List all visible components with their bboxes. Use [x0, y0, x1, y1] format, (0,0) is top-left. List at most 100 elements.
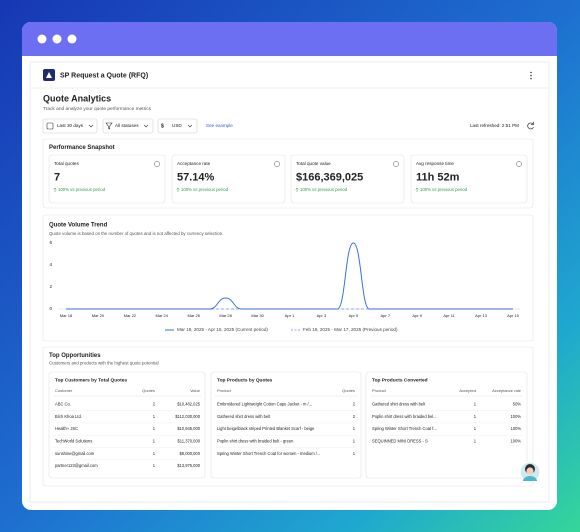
table-title: Top Products by Quotes: [217, 377, 273, 383]
metric-change: 100% vs previous period: [181, 187, 229, 192]
metric-value: 7: [54, 171, 60, 183]
legend-label: Feb 16, 2025 - Mar 17, 2025 (Previous pe…: [303, 327, 398, 332]
table-cell: Poplin shirt dress with braided bel...: [372, 414, 437, 419]
metric-value: 57.14%: [177, 171, 215, 183]
up-arrow: [176, 187, 180, 192]
filter-label: Last 30 days: [57, 123, 84, 128]
currency-filter[interactable]: $ USD: [157, 118, 198, 134]
table-cell: $13,975,000: [177, 463, 200, 468]
table-cell: $11,370,000: [178, 438, 201, 443]
y-tick-label: 6: [49, 240, 52, 245]
table-title: Top Customers by Total Quotes: [55, 377, 127, 383]
column-header: Product: [372, 388, 387, 393]
up-arrow: [415, 187, 419, 192]
chart: 0 2 4 6 Mar 18 Mar 20 Mar 22 Mar 24 Mar 26 Mar 28…: [49, 240, 520, 332]
x-tick-label: Apr 13: [475, 313, 488, 318]
info-icon: [516, 161, 522, 167]
table-cell: 100%: [511, 426, 522, 431]
refresh-button[interactable]: [527, 121, 534, 130]
metric-card: [290, 154, 405, 204]
table-cell: partner123@gmail.com: [55, 463, 98, 468]
x-tick-label: Mar 26: [187, 313, 200, 318]
table-title: Top Products Converted: [372, 377, 428, 383]
column-header: Product: [217, 388, 232, 393]
x-tick-label: Mar 30: [251, 313, 264, 318]
page-subtitle: Track and analyze your quote performance…: [43, 106, 152, 112]
table-cell: Gathered shirt dress with belt: [372, 402, 426, 407]
x-tick-label: Apr 15: [507, 313, 520, 318]
table-card: [48, 371, 206, 479]
metric-card: [48, 154, 166, 204]
snapshot-card: [42, 138, 534, 209]
y-tick-label: 4: [49, 262, 52, 267]
x-tick-label: Apr 3: [317, 313, 327, 318]
table-cell: Spring Winter Short Trench Coat f...: [372, 426, 437, 431]
table-cell: $112,030,000: [175, 414, 200, 419]
table-cell: sunshine@gmail.com: [55, 451, 95, 456]
table-cell: Spring Winter Short Trench Coat for wome…: [217, 451, 320, 456]
metric-value: 11h 52m: [416, 171, 460, 183]
menu-button[interactable]: [530, 71, 532, 80]
table-cell: TechWorld Solutions: [55, 438, 92, 443]
legend-label: Mar 18, 2025 - Apr 15, 2025 (Current per…: [177, 327, 268, 332]
column-header: Value: [190, 388, 201, 393]
table-cell: SEQUINNED MINI DRESS - S: [372, 438, 428, 443]
x-tick-label: Apr 1: [285, 313, 295, 318]
metric-label: Acceptance rate: [177, 161, 211, 166]
chart-subtitle: Quote volume is based on the number of q…: [49, 231, 223, 236]
column-header: Quotes: [142, 388, 155, 393]
table-cell: 1: [153, 451, 156, 456]
info-icon: [274, 161, 280, 167]
window-bar: [22, 22, 557, 56]
metric-card: [171, 154, 286, 204]
metric-label: Avg response time: [416, 161, 454, 166]
table-cell: $10,482,025: [177, 402, 200, 407]
x-tick-label: Mar 28: [219, 313, 232, 318]
table-cell: 1: [474, 426, 477, 431]
column-header: Quotes: [342, 388, 355, 393]
metric-change: 100% vs previous period: [300, 187, 348, 192]
column-header: Accepted: [459, 388, 476, 393]
last-refreshed: Last refreshed: 2:51 PM: [470, 123, 519, 128]
table-cell: Light beige/black striped Printed Blanke…: [217, 426, 315, 431]
window-dot: [52, 34, 62, 44]
see-example-link[interactable]: See example: [206, 123, 233, 128]
x-tick-label: Apr 11: [443, 313, 455, 318]
support-avatar[interactable]: [519, 461, 541, 483]
y-tick-label: 0: [49, 306, 52, 311]
window-dot: [67, 34, 77, 44]
metric-label: Total quote value: [296, 161, 331, 166]
window-dot: [37, 34, 47, 44]
chart-title: Quote Volume Trend: [49, 223, 108, 229]
table-card: [210, 371, 362, 479]
table-cell: 1: [474, 438, 477, 443]
table-cell: ABC Co.: [55, 402, 71, 407]
table-cell: 1: [474, 402, 477, 407]
filter-label: USD: [172, 123, 182, 128]
table-cell: 1: [474, 414, 477, 419]
table-cell: 100%: [511, 414, 522, 419]
x-tick-label: Mar 24: [156, 313, 169, 318]
tables: Top Customers by Total Quotes Customer Quo…: [48, 371, 528, 479]
status-filter[interactable]: All statuses: [102, 118, 154, 134]
table-cell: Health+ JSC: [55, 426, 78, 431]
filter-label: All statuses: [115, 123, 139, 128]
page-title: Quote Analytics: [43, 93, 111, 103]
table-cell: 2: [353, 414, 356, 419]
table-cell: 1: [353, 451, 356, 456]
series-line: [66, 242, 513, 310]
table-cell: 1: [153, 438, 156, 443]
app-title: SP Request a Quote (RFQ): [60, 72, 148, 79]
x-tick-label: Mar 20: [92, 313, 105, 318]
metric-change: 100% vs previous period: [58, 187, 106, 192]
x-tick-label: Mar 22: [124, 313, 137, 318]
x-tick-label: Apr 9: [412, 313, 422, 318]
x-tick-label: Apr 5: [349, 313, 359, 318]
metrics: Total quotes 7 100% vs previous period Acce…: [48, 154, 528, 204]
period-filter[interactable]: Last 30 days: [42, 118, 98, 134]
table-cell: Bích Khoa Ltd.: [55, 414, 82, 419]
metric-label: Total quotes: [54, 161, 79, 166]
info-icon: [393, 161, 399, 167]
